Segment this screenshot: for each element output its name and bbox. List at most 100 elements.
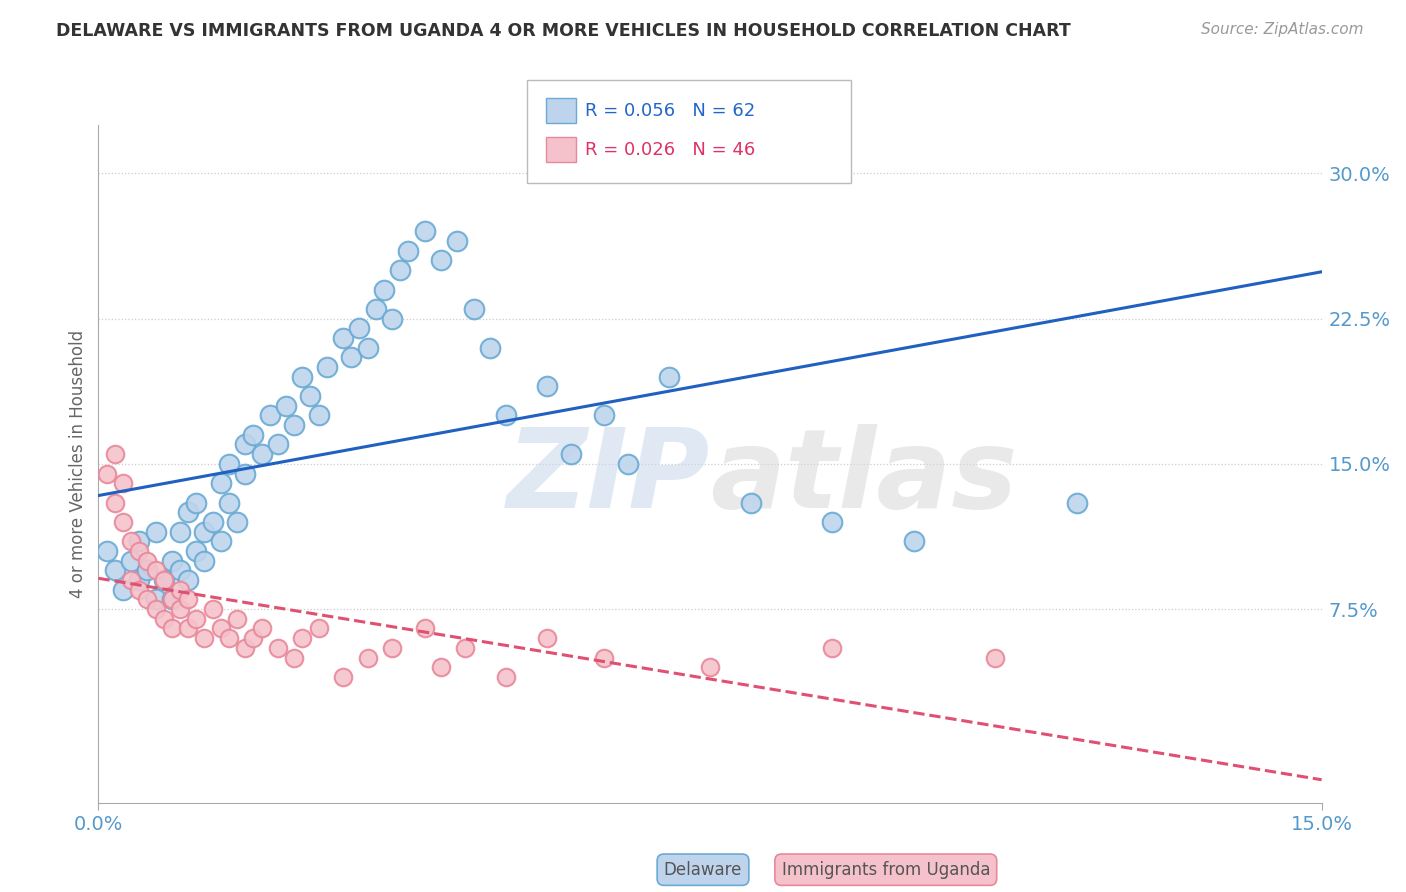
Point (226, 515, 249, 529)
Point (593, 650, 616, 665)
Point (274, 399, 297, 413)
Point (373, 283, 395, 297)
Point (291, 631, 314, 645)
Point (104, 447, 127, 461)
Point (218, 631, 240, 645)
Point (96, 467, 118, 481)
Point (340, 351, 363, 365)
Point (128, 544, 150, 558)
Point (821, 515, 844, 529)
Point (984, 650, 1007, 665)
Point (291, 369, 314, 384)
Point (145, 563, 167, 577)
Point (242, 631, 264, 645)
Point (120, 554, 142, 568)
Point (209, 534, 232, 549)
Point (315, 359, 337, 374)
Point (145, 592, 167, 607)
Point (364, 301, 387, 316)
Point (209, 622, 232, 636)
Point (413, 622, 436, 636)
Point (233, 640, 256, 655)
Point (186, 612, 208, 626)
Point (821, 640, 844, 655)
Point (1066, 495, 1088, 509)
Point (111, 582, 134, 597)
Text: DELAWARE VS IMMIGRANTS FROM UGANDA 4 OR MORE VEHICLES IN HOUSEHOLD CORRELATION C: DELAWARE VS IMMIGRANTS FROM UGANDA 4 OR … (56, 22, 1071, 40)
Point (169, 563, 191, 577)
Point (299, 389, 322, 403)
Point (120, 573, 142, 587)
Point (201, 602, 224, 616)
Point (250, 447, 273, 461)
Text: Source: ZipAtlas.com: Source: ZipAtlas.com (1201, 22, 1364, 37)
Point (160, 592, 183, 607)
Point (536, 631, 558, 645)
Point (201, 515, 224, 529)
Point (495, 409, 517, 423)
Point (193, 631, 215, 645)
Point (177, 622, 200, 636)
Point (186, 495, 208, 509)
Point (169, 582, 191, 597)
Text: atlas: atlas (710, 424, 1018, 531)
Point (193, 524, 215, 539)
Point (430, 253, 453, 268)
Text: R = 0.056   N = 62: R = 0.056 N = 62 (585, 102, 755, 120)
Point (160, 592, 183, 607)
Point (160, 622, 183, 636)
Point (111, 476, 134, 491)
Point (495, 670, 517, 684)
Point (396, 244, 419, 258)
Text: Delaware: Delaware (664, 861, 742, 879)
Point (740, 495, 762, 509)
Point (226, 612, 249, 626)
Point (120, 534, 142, 549)
Point (308, 622, 330, 636)
Point (658, 369, 681, 384)
Point (478, 341, 501, 355)
Point (152, 573, 174, 587)
Point (209, 476, 232, 491)
Point (233, 467, 256, 481)
Text: Immigrants from Uganda: Immigrants from Uganda (782, 861, 990, 879)
Point (96, 544, 118, 558)
Text: R = 0.026   N = 46: R = 0.026 N = 46 (585, 141, 755, 159)
Point (250, 622, 273, 636)
Point (356, 650, 378, 665)
Point (177, 505, 200, 519)
Point (699, 660, 721, 674)
Point (242, 427, 264, 442)
Point (903, 534, 925, 549)
Point (536, 379, 558, 393)
Point (104, 563, 127, 577)
Point (267, 437, 290, 451)
Point (145, 524, 167, 539)
Point (381, 311, 404, 326)
Point (356, 341, 378, 355)
Point (218, 457, 240, 471)
Point (349, 321, 371, 335)
Point (186, 544, 208, 558)
Point (446, 234, 468, 248)
Point (381, 640, 404, 655)
Point (332, 670, 354, 684)
Point (111, 515, 134, 529)
Point (332, 331, 354, 345)
Point (430, 660, 453, 674)
Point (308, 409, 330, 423)
Point (454, 640, 477, 655)
Point (136, 554, 159, 568)
Y-axis label: 4 or more Vehicles in Household: 4 or more Vehicles in Household (69, 330, 87, 598)
Point (104, 495, 127, 509)
Point (145, 602, 167, 616)
Point (283, 650, 305, 665)
Point (593, 409, 616, 423)
Point (283, 418, 305, 433)
Text: ZIP: ZIP (506, 424, 710, 531)
Point (193, 554, 215, 568)
Point (136, 592, 159, 607)
Point (267, 640, 290, 655)
Point (128, 582, 150, 597)
Point (389, 263, 412, 277)
